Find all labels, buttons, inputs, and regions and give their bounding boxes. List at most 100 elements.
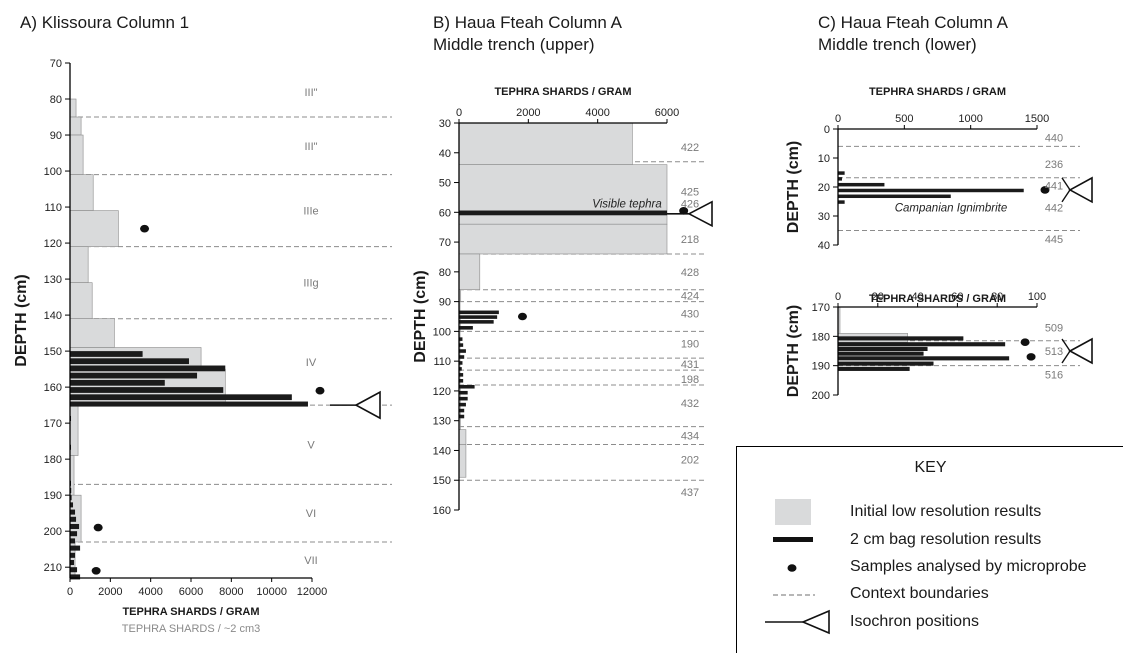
- y-tick-label: 30: [818, 211, 830, 223]
- context-label: 432: [681, 398, 699, 410]
- high-res-bar: [838, 361, 934, 366]
- high-res-bar: [838, 366, 910, 371]
- y-axis-title: DEPTH (cm): [785, 305, 802, 397]
- low-res-bar: [458, 164, 668, 213]
- microprobe-dot-icon: [787, 564, 797, 572]
- y-tick-label: 90: [50, 130, 62, 142]
- isochron-triangle: [354, 390, 381, 420]
- legend-item-isochron: Isochron positions: [737, 609, 1123, 635]
- high-res-bar: [70, 523, 80, 530]
- context-label: IIIe: [303, 206, 318, 218]
- y-tick-label: 130: [433, 416, 451, 428]
- low-res-bar: [69, 98, 77, 118]
- context-label: 428: [681, 267, 699, 279]
- high-res-bar: [459, 355, 465, 359]
- low-res-bar: [69, 318, 115, 348]
- isochron-marker: [667, 200, 713, 228]
- high-res-bar: [70, 531, 78, 537]
- context-label: 509: [1045, 323, 1063, 335]
- y-tick-label: 20: [818, 182, 830, 194]
- low-res-bar: [458, 429, 467, 445]
- y-tick-label: 190: [812, 361, 830, 373]
- context-label: 425: [681, 186, 699, 198]
- panel-a-chart: 70 80 90 100 110 120 130 140 150 160 170 180 190 200 2…: [13, 58, 392, 635]
- context-label: 202: [681, 454, 699, 466]
- context-label: 440: [1045, 133, 1063, 145]
- x-tick-label: 6000: [179, 586, 203, 598]
- high-res-bar: [459, 384, 475, 389]
- y-axis-title: DEPTH (cm): [13, 274, 30, 366]
- low-res-bar: [458, 253, 481, 291]
- high-res-bar: [838, 200, 845, 204]
- high-res-bar: [70, 495, 72, 501]
- isochron-triangle: [1068, 176, 1093, 204]
- x-tick-label: 80: [991, 291, 1003, 303]
- x-tick-label: 1500: [1025, 113, 1049, 125]
- context-label: 198: [681, 374, 699, 386]
- context-label: 431: [681, 359, 699, 371]
- high-res-bar: [70, 516, 77, 522]
- microprobe-dot: [315, 386, 325, 395]
- y-tick-label: 180: [44, 454, 62, 466]
- isochron-fork: [1061, 189, 1071, 203]
- legend-item-low-res: Initial low resolution results: [737, 499, 1123, 525]
- legend-item-microprobe: Samples analysed by microprobe: [737, 556, 1123, 580]
- y-tick-label: 100: [44, 166, 62, 178]
- y-tick-label: 110: [44, 202, 62, 214]
- isochron-triangle: [1068, 337, 1093, 365]
- high-res-bar: [459, 349, 466, 353]
- microprobe-dot: [1040, 186, 1050, 194]
- high-res-bar: [70, 365, 226, 372]
- high-res-bar: [70, 394, 292, 401]
- y-axis-title: DEPTH (cm): [412, 270, 429, 362]
- legend-item-high-res: 2 cm bag resolution results: [737, 529, 1123, 553]
- y-tick-label: 30: [439, 118, 451, 130]
- context-label: V: [307, 440, 315, 452]
- isochron-marker: [1061, 337, 1093, 365]
- panel-c-lower-chart: 170 180 190 200 0 20 40 60 80 100 TEPHRA SHARDS / …: [785, 291, 1093, 402]
- low-res-bar: [69, 246, 89, 283]
- x-tick-label: 0: [456, 107, 462, 119]
- high-res-bar: [70, 509, 76, 515]
- y-tick-label: 200: [44, 526, 62, 538]
- x-tick-label: 8000: [219, 586, 243, 598]
- x-tick-label: 0: [835, 113, 841, 125]
- y-tick-label: 120: [433, 386, 451, 398]
- high-res-bar: [459, 361, 463, 365]
- high-res-bar: [459, 310, 499, 315]
- microprobe-dot: [91, 566, 101, 575]
- high-res-bar: [459, 337, 463, 341]
- isochron-marker: [330, 390, 381, 420]
- y-tick-label: 150: [433, 475, 451, 487]
- panel-b-title: B) Haua Fteah Column A Middle trench (upp…: [433, 13, 622, 54]
- microprobe-dot: [140, 224, 150, 233]
- high-res-bar: [459, 373, 464, 377]
- high-res-bar: [459, 320, 494, 324]
- high-res-bar: [459, 396, 468, 401]
- x-tick-label: 20: [872, 291, 884, 303]
- x-tick-label: 40: [911, 291, 923, 303]
- context-label: III": [304, 87, 317, 99]
- x-tick-label: 0: [67, 586, 73, 598]
- y-tick-label: 70: [439, 237, 451, 249]
- high-res-bar: [838, 336, 964, 341]
- high-res-bar: [70, 502, 74, 508]
- y-tick-label: 40: [439, 148, 451, 160]
- context-label: VII: [304, 555, 317, 567]
- high-res-bar: [70, 379, 165, 386]
- y-tick-label: 10: [818, 153, 830, 165]
- context-label: 422: [681, 142, 699, 154]
- high-res-bar: [838, 182, 885, 187]
- low-res-bar: [458, 122, 633, 165]
- low-res-bar: [69, 174, 94, 211]
- y-tick-label: 80: [50, 94, 62, 106]
- context-label: 424: [681, 291, 699, 303]
- context-label: 426: [681, 198, 699, 210]
- panel-a-title: A) Klissoura Column 1: [20, 13, 190, 32]
- high-res-bar: [70, 552, 76, 558]
- x-tick-label: 6000: [655, 107, 679, 119]
- y-axis-title: DEPTH (cm): [785, 141, 802, 233]
- x-axis-title-secondary: TEPHRA SHARDS / ~2 cm3: [122, 623, 260, 635]
- y-tick-label: 120: [44, 238, 62, 250]
